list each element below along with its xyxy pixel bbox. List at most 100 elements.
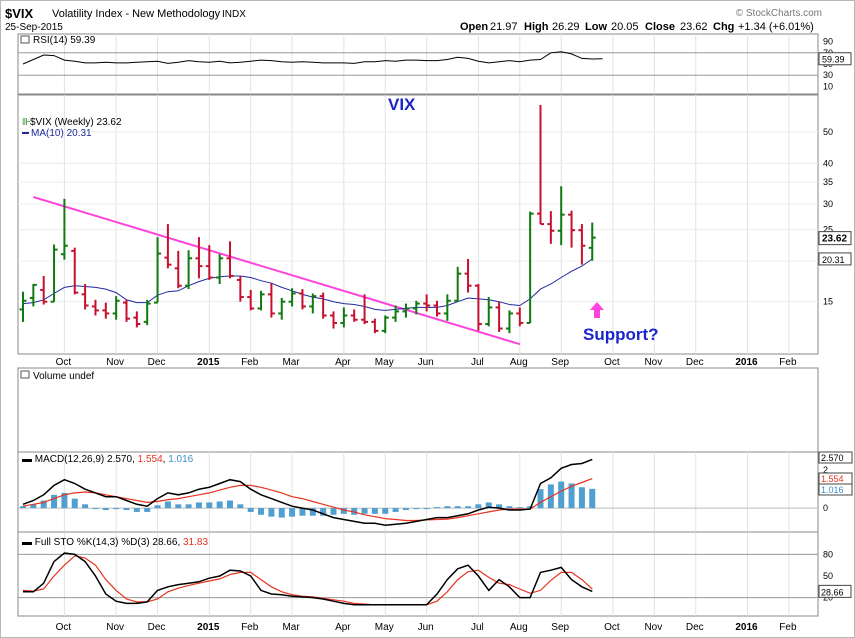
macd-histogram-bar xyxy=(496,504,503,509)
macd-histogram-bar xyxy=(589,488,596,509)
ohlc-bar xyxy=(257,290,265,311)
ohlc-bar xyxy=(247,289,255,311)
ohlc-bar xyxy=(50,244,58,303)
ohlc-bar xyxy=(578,224,586,265)
macd-histogram-bar xyxy=(506,506,513,509)
price-tick-label: 15 xyxy=(823,297,833,307)
macd-histogram-bar xyxy=(195,502,202,509)
month-tick-label: 2016 xyxy=(735,357,758,368)
month-tick-label: Oct xyxy=(56,622,72,633)
month-tick-label: Apr xyxy=(335,357,351,368)
month-tick-label: Nov xyxy=(644,622,662,633)
macd-histogram-bar xyxy=(413,508,420,510)
ohlc-bar xyxy=(102,302,110,319)
macd-histogram-bar xyxy=(402,508,409,511)
volume-panel-border xyxy=(17,367,819,453)
macd-histogram-bar xyxy=(330,508,337,515)
macd-histogram-bar xyxy=(123,508,130,511)
ohlc-bar xyxy=(236,275,244,302)
support-annotation: Support? xyxy=(583,325,659,344)
macd-value-tag xyxy=(818,451,853,464)
macd-histogram-bar xyxy=(113,508,120,510)
price-tick-label: 30 xyxy=(823,199,833,209)
instrument-name: Volatility Index - New Methodology xyxy=(52,8,221,20)
low-value: 20.05 xyxy=(611,21,639,33)
macd-histogram-bar xyxy=(444,506,451,509)
month-tick-label: Sep xyxy=(551,622,569,633)
ohlc-bar xyxy=(81,284,89,310)
month-tick-label: Dec xyxy=(686,357,704,368)
ohlc-bar xyxy=(154,237,162,304)
ohlc-legend-icon: ⊪ xyxy=(22,117,31,128)
close-value-tag-text: 23.62 xyxy=(822,234,847,245)
ohlc-bar xyxy=(474,284,482,331)
month-tick-label: Jun xyxy=(418,357,434,368)
ohlc-bar xyxy=(29,283,37,307)
macd-tick-label: 2 xyxy=(823,465,828,475)
ma-value-tag-text: 20.31 xyxy=(822,255,845,265)
macd-histogram-bar xyxy=(40,500,47,509)
month-tick-label: Dec xyxy=(686,622,704,633)
close-label: Close xyxy=(645,21,675,33)
rsi-panel-border xyxy=(17,33,819,95)
ohlc-bar xyxy=(195,237,203,279)
stochastic-value-tag xyxy=(818,584,852,598)
ohlc-bar xyxy=(164,224,172,269)
stochastic-tick-label: 80 xyxy=(823,549,833,559)
macd-histogram-bar xyxy=(382,508,389,514)
ohlc-bar xyxy=(340,307,348,328)
ohlc-bar xyxy=(123,299,130,322)
macd-histogram-bar xyxy=(92,508,99,510)
macd-histogram-bar xyxy=(423,508,430,510)
month-tick-label: 2015 xyxy=(197,357,220,368)
month-tick-label: Oct xyxy=(56,357,72,368)
ohlc-bar xyxy=(309,293,317,314)
ohlc-bar xyxy=(547,211,555,244)
macd-histogram-bar xyxy=(206,502,213,509)
macd-histogram-bar xyxy=(299,508,306,516)
panel-collapse-icon[interactable] xyxy=(20,35,30,44)
ohlc-bar xyxy=(60,198,68,260)
month-tick-label: Nov xyxy=(106,357,124,368)
macd-histogram-bar xyxy=(371,508,378,514)
close-value: 23.62 xyxy=(680,21,708,33)
rsi-tick-label: 30 xyxy=(823,70,833,80)
month-tick-label: May xyxy=(375,622,394,633)
macd-histogram-bar xyxy=(154,505,161,509)
macd-histogram-bar xyxy=(258,508,265,515)
month-tick-label: Dec xyxy=(148,622,166,633)
ohlc-bar xyxy=(40,275,48,305)
month-tick-label: Jun xyxy=(418,622,434,633)
macd-histogram-bar xyxy=(392,508,399,512)
price-legend: ⊪ $VIX (Weekly) 23.62 MA(10) 20.31 xyxy=(22,117,122,139)
ohlc-bar xyxy=(133,311,141,328)
ma-label: MA(10) 20.31 xyxy=(31,128,92,139)
macd-histogram-bar xyxy=(30,504,37,509)
month-tick-label: Nov xyxy=(644,357,662,368)
rsi-tick-label: 10 xyxy=(823,81,833,91)
macd-histogram-bar xyxy=(102,508,109,511)
ohlc-bar xyxy=(319,292,327,319)
ohlc-bar xyxy=(361,294,369,325)
ohlc-bar xyxy=(19,291,27,322)
ohlc-bar xyxy=(433,300,441,317)
macd-panel-border xyxy=(17,451,819,533)
month-tick-label: Jul xyxy=(471,357,484,368)
macd-value-tag xyxy=(818,483,853,496)
stochastic-legend: ▬ Full STO %K(14,3) %D(3) 28.66, 31.83 xyxy=(22,537,208,548)
ohlc-bar xyxy=(226,241,234,279)
ohlc-bar xyxy=(185,250,193,290)
high-label: High xyxy=(524,21,549,33)
price-tick-label: 40 xyxy=(823,158,833,168)
volume-collapse-icon[interactable] xyxy=(20,370,30,379)
rsi-label: RSI(14) 59.39 xyxy=(33,35,96,46)
rsi-value-tag-text: 59.39 xyxy=(822,55,845,65)
macd-histogram-bar xyxy=(340,508,347,514)
macd-legend: ▬ MACD(12,26,9) 2.570, 1.554, 1.016 xyxy=(22,454,194,465)
ohlc-bar xyxy=(205,245,213,280)
ma-value-tag xyxy=(818,252,852,266)
ohlc-bar xyxy=(454,266,462,302)
